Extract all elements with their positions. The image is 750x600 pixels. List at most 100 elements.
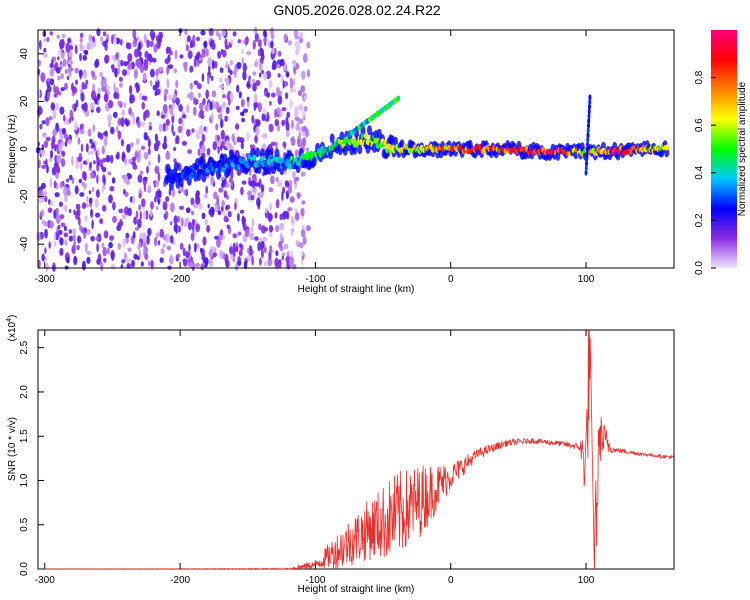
spectrogram-noise-cell <box>79 37 83 43</box>
spectrogram-noise-cell <box>113 82 116 93</box>
spectrogram-noise-cell <box>165 233 170 243</box>
spectrogram-noise-cell <box>71 155 74 166</box>
snr-y-tick-label: 0.5 <box>19 517 30 531</box>
spectrogram-noise-cell <box>152 57 157 63</box>
spectrogram-noise-cell <box>79 128 85 135</box>
spectrogram-noise-cell <box>197 51 201 57</box>
spectrogram-noise-cell <box>81 202 87 210</box>
spectrogram-noise-cell <box>96 243 99 253</box>
spectrogram-noise-cell <box>230 178 234 188</box>
spectrogram-spike-cell <box>587 122 590 129</box>
spectrogram-noise-cell <box>91 149 95 156</box>
spectrogram-spike-cell <box>588 103 591 110</box>
spectrogram-noise-cell <box>241 180 247 185</box>
spectrogram-noise-cell <box>59 181 63 189</box>
spectrogram-noise-cell <box>220 118 224 129</box>
spectrogram-noise-cell <box>116 151 120 160</box>
spectrogram-noise-cell <box>47 91 50 100</box>
spectrogram-noise-cell <box>90 171 95 179</box>
spectrogram-noise-cell <box>285 116 289 125</box>
spectrogram-noise-cell <box>279 213 283 221</box>
spectrogram-noise-cell <box>143 176 148 181</box>
spectrogram-x-axis-label: Height of straight line (km) <box>298 284 415 295</box>
spectrogram-noise-cell <box>170 202 175 213</box>
spectrogram-noise-cell <box>81 181 85 187</box>
spectrogram-noise-cell <box>39 123 43 130</box>
spectrogram-noise-cell <box>89 161 92 168</box>
spectrogram-noise-cell <box>191 218 195 227</box>
spectrogram-noise-cell <box>301 131 306 137</box>
spectrogram-noise-cell <box>229 92 234 103</box>
spectrogram-spike-cell <box>584 165 588 172</box>
spectrogram-noise-cell <box>122 238 126 248</box>
spectrogram-noise-cell <box>256 197 261 208</box>
spectrogram-noise-cell <box>185 44 190 52</box>
spectrogram-noise-cell <box>49 220 54 229</box>
spectrogram-noise-cell <box>56 34 60 39</box>
snr-y-axis-label: SNR (10 * v/v) <box>7 417 18 481</box>
spectrogram-noise-cell <box>162 142 168 150</box>
spectrogram-noise-cell <box>291 135 295 146</box>
spectrogram-noise-cell <box>299 104 303 111</box>
spectrogram-noise-cell <box>112 215 117 224</box>
spectrogram-noise-cell <box>160 248 165 255</box>
spectrogram-noise-cell <box>169 255 174 265</box>
spectrogram-ridge-halo <box>216 169 221 180</box>
spectrogram-noise-cell <box>51 139 55 150</box>
spectrogram-noise-cell <box>91 186 95 193</box>
spectrogram-ridge-cell <box>198 168 203 175</box>
spectrogram-noise-cell <box>287 40 293 46</box>
spectrogram-noise-cell <box>227 210 232 218</box>
spectrogram-noise-cell <box>191 210 194 216</box>
spectrogram-noise-cell <box>217 134 220 141</box>
spectrogram-noise-cell <box>238 249 243 257</box>
spectrogram-noise-cell <box>274 108 277 119</box>
colorbar-label: Normalized spectral amplitude <box>737 81 748 216</box>
spectrogram-noise-cell <box>125 232 130 238</box>
spectrogram-noise-cell <box>178 186 184 193</box>
spectrogram-noise-cell <box>288 99 294 109</box>
spectrogram-noise-cell <box>212 141 218 151</box>
spectrogram-noise-cell <box>165 151 171 160</box>
spectrogram-noise-cell <box>237 39 241 44</box>
spectrogram-noise-cell <box>239 209 245 214</box>
spectrogram-noise-cell <box>199 109 205 115</box>
spectrogram-noise-cell <box>246 100 250 108</box>
spectrogram-noise-cell <box>137 120 141 129</box>
spectrogram-noise-cell <box>58 201 63 207</box>
spectrogram-noise-cell <box>195 223 201 233</box>
spectrogram-noise-cell <box>279 222 285 231</box>
spectrogram-noise-cell <box>232 233 238 239</box>
spectrogram-noise-cell <box>91 71 96 78</box>
spectrogram-noise-cell <box>162 243 167 249</box>
spectrogram-noise-cell <box>102 246 107 257</box>
spectrogram-noise-cell <box>46 36 50 43</box>
spectrogram-noise-cell <box>89 40 94 50</box>
snr-x-tick-label: 0 <box>448 575 454 586</box>
spectrogram-noise-cell <box>230 39 234 45</box>
spectrogram-noise-cell <box>63 186 68 196</box>
spectrogram-noise-cell <box>90 235 95 242</box>
spectrogram-noise-cell <box>264 207 268 214</box>
spectrogram-noise-cell <box>303 115 306 121</box>
spectrogram-noise-cell <box>241 57 245 65</box>
spectrogram-noise-cell <box>283 33 288 42</box>
spectrogram-noise-cell <box>60 73 65 80</box>
spectrogram-noise-cell <box>274 257 279 268</box>
spectrogram-noise-cell <box>210 75 214 81</box>
spectrogram-noise-cell <box>247 190 252 197</box>
spectrogram-noise-cell <box>264 246 267 254</box>
spectrogram-noise-cell <box>89 101 95 111</box>
spectrogram-noise-cell <box>178 28 183 34</box>
spectrogram-noise-cell <box>79 225 83 232</box>
spectrogram-noise-cell <box>147 184 152 192</box>
spectrogram-noise-cell <box>83 102 88 112</box>
spectrogram-noise-cell <box>262 236 268 242</box>
spectrogram-noise-cell <box>111 177 116 184</box>
spectrogram-noise-cell <box>208 209 213 216</box>
spectrogram-noise-cell <box>264 87 268 93</box>
spectrogram-noise-cell <box>244 37 249 46</box>
spectrogram-noise-cell <box>78 216 81 226</box>
spectrogram-noise-cell <box>44 228 48 239</box>
spectrogram-noise-cell <box>139 121 145 127</box>
